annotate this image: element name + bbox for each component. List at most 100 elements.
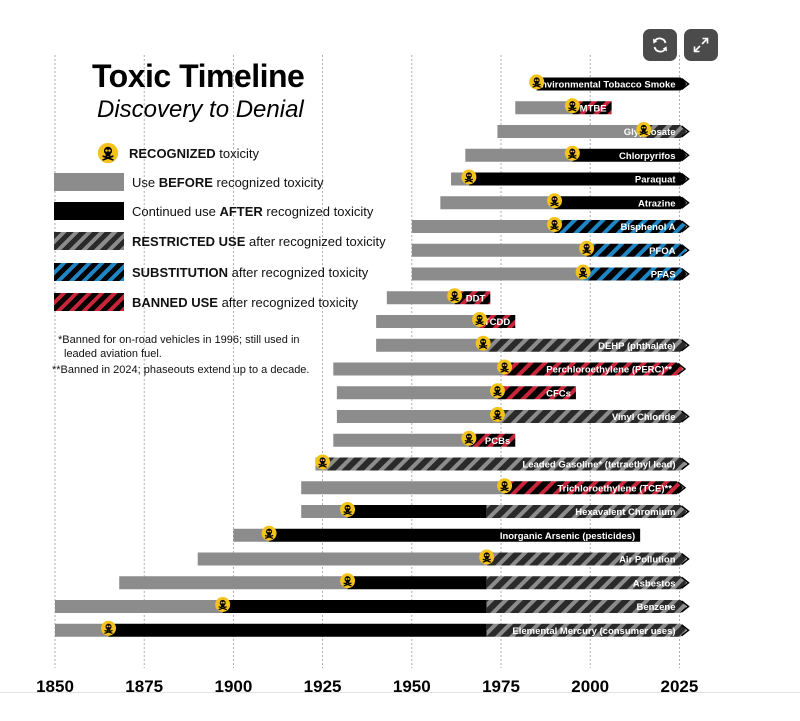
ongoing-arrow (681, 220, 690, 233)
bar-segment-banned (479, 315, 516, 328)
bar-segment-before (55, 623, 109, 637)
timeline-row: MTBE (515, 97, 612, 115)
legend-item-banned: BANNED USE after recognized toxicity (54, 291, 358, 313)
bar-segment-before (515, 101, 573, 115)
ongoing-arrow (681, 172, 690, 186)
timeline-row: PFAS (411, 263, 690, 281)
skull-badge-icon (578, 240, 595, 257)
legend-label: SUBSTITUTION after recognized toxicity (132, 264, 369, 280)
bar-segment-after (108, 623, 487, 637)
legend-label: Use BEFORE recognized toxicity (132, 174, 324, 190)
skull-badge-icon (489, 382, 506, 399)
bar-segment-before (197, 552, 487, 566)
legend-label: RECOGNIZED toxicity (129, 145, 260, 161)
skull-badge-icon (339, 501, 356, 518)
skull-badge-icon (460, 168, 477, 186)
timeline-row: Benzene (55, 596, 690, 613)
expand-icon (693, 37, 709, 53)
ongoing-arrow (681, 457, 690, 471)
skull-badge-icon (546, 216, 563, 233)
bar-label: Trichloroethylene (TCE)** (557, 483, 672, 494)
x-tick-label: 2025 (660, 677, 698, 696)
bar-segment-banned (504, 362, 683, 376)
legend-swatch-after (54, 202, 124, 220)
timeline-row: Leaded Gasoline* (tetraethyl lead) (314, 453, 690, 471)
refresh-icon (653, 37, 667, 53)
timeline-row: Paraquat (451, 168, 690, 186)
bar-segment-substitution (586, 243, 687, 257)
bar-label: Asbestos (633, 578, 676, 589)
bar-segment-restricted (486, 552, 687, 566)
bar-label: Vinyl Chloride (612, 412, 676, 423)
legend-label: Continued use AFTER recognized toxicity (132, 203, 374, 219)
skull-badge-icon (475, 335, 492, 352)
bar-segment-before (411, 243, 587, 257)
skull-badge-icon (339, 572, 356, 589)
ongoing-arrow (681, 624, 690, 637)
timeline-row: Trichloroethylene (TCE)** (301, 477, 687, 494)
skull-badge-icon (496, 358, 513, 376)
bar-segment-before (301, 505, 348, 518)
ongoing-arrow (681, 77, 690, 91)
timeline-row: Atrazine (440, 192, 690, 209)
timeline-row: Environmental Tobacco Smoke (528, 73, 690, 91)
bar-segment-after (536, 77, 687, 91)
legend-item-recognized: RECOGNIZED toxicity (95, 142, 259, 164)
bar-label: Inorganic Arsenic (pesticides) (500, 531, 635, 542)
bar-segment-banned (572, 101, 612, 115)
skull-badge-icon (496, 477, 513, 494)
bar-label: PCBs (485, 436, 510, 447)
skull-badge-icon (214, 596, 231, 613)
bar-label: Atrazine (638, 198, 675, 209)
bar-label: Hexavalent Chromium (575, 507, 675, 518)
legend-item-before: Use BEFORE recognized toxicity (54, 171, 323, 193)
legend-item-restricted: RESTRICTED USE after recognized toxicity (54, 230, 386, 252)
bar-label: CFCs (546, 388, 571, 399)
skull-badge-icon (574, 263, 592, 281)
timeline-row: Inorganic Arsenic (pesticides) (233, 525, 641, 542)
bar-segment-before (465, 148, 573, 162)
bar-segment-restricted (643, 125, 687, 138)
bar-label: PFAS (651, 270, 676, 281)
bar-segment-restricted (483, 338, 687, 352)
skull-badge-icon (471, 311, 488, 328)
ongoing-arrow (677, 362, 687, 376)
bar-segment-restricted (497, 410, 687, 423)
bar-segment-after (347, 576, 487, 590)
bar-label: Air Pollution (619, 555, 676, 566)
bar-segment-after (269, 528, 641, 542)
bar-segment-restricted (486, 623, 687, 637)
bar-segment-banned (468, 433, 516, 447)
bar-segment-before (386, 291, 455, 305)
ongoing-arrow (681, 505, 690, 518)
bar-segment-after (572, 148, 687, 162)
timeline-row: TCDD (376, 311, 516, 328)
bar-segment-restricted (486, 576, 687, 590)
skull-badge-icon (546, 192, 563, 209)
legend-swatch-before (54, 173, 124, 191)
bar-segment-banned (497, 386, 576, 400)
timeline-row: Asbestos (119, 572, 690, 590)
bar-label: Paraquat (635, 175, 676, 186)
bar-label: Chlorpyrifos (619, 151, 675, 162)
timeline-row: PCBs (333, 430, 516, 447)
refresh-button[interactable] (643, 29, 677, 61)
bar-segment-restricted (486, 505, 687, 518)
skull-badge-icon (528, 73, 545, 91)
skull-badge-icon (446, 287, 463, 304)
timeline-row: Vinyl Chloride (336, 406, 690, 423)
ongoing-arrow (681, 339, 690, 352)
bar-label: MTBE (580, 103, 607, 114)
legend-label: RESTRICTED USE after recognized toxicity (132, 233, 386, 249)
bar-segment-substitution (583, 267, 687, 281)
legend-swatch-substitution (54, 263, 124, 281)
bar-label: Leaded Gasoline* (tetraethyl lead) (522, 460, 675, 471)
expand-button[interactable] (684, 29, 718, 61)
ongoing-arrow (677, 481, 687, 494)
skull-badge-icon (460, 430, 477, 447)
skull-badge-icon (489, 406, 506, 423)
x-tick-label: 1900 (214, 677, 252, 696)
bar-segment-after (222, 600, 487, 613)
bar-segment-after (347, 505, 487, 518)
